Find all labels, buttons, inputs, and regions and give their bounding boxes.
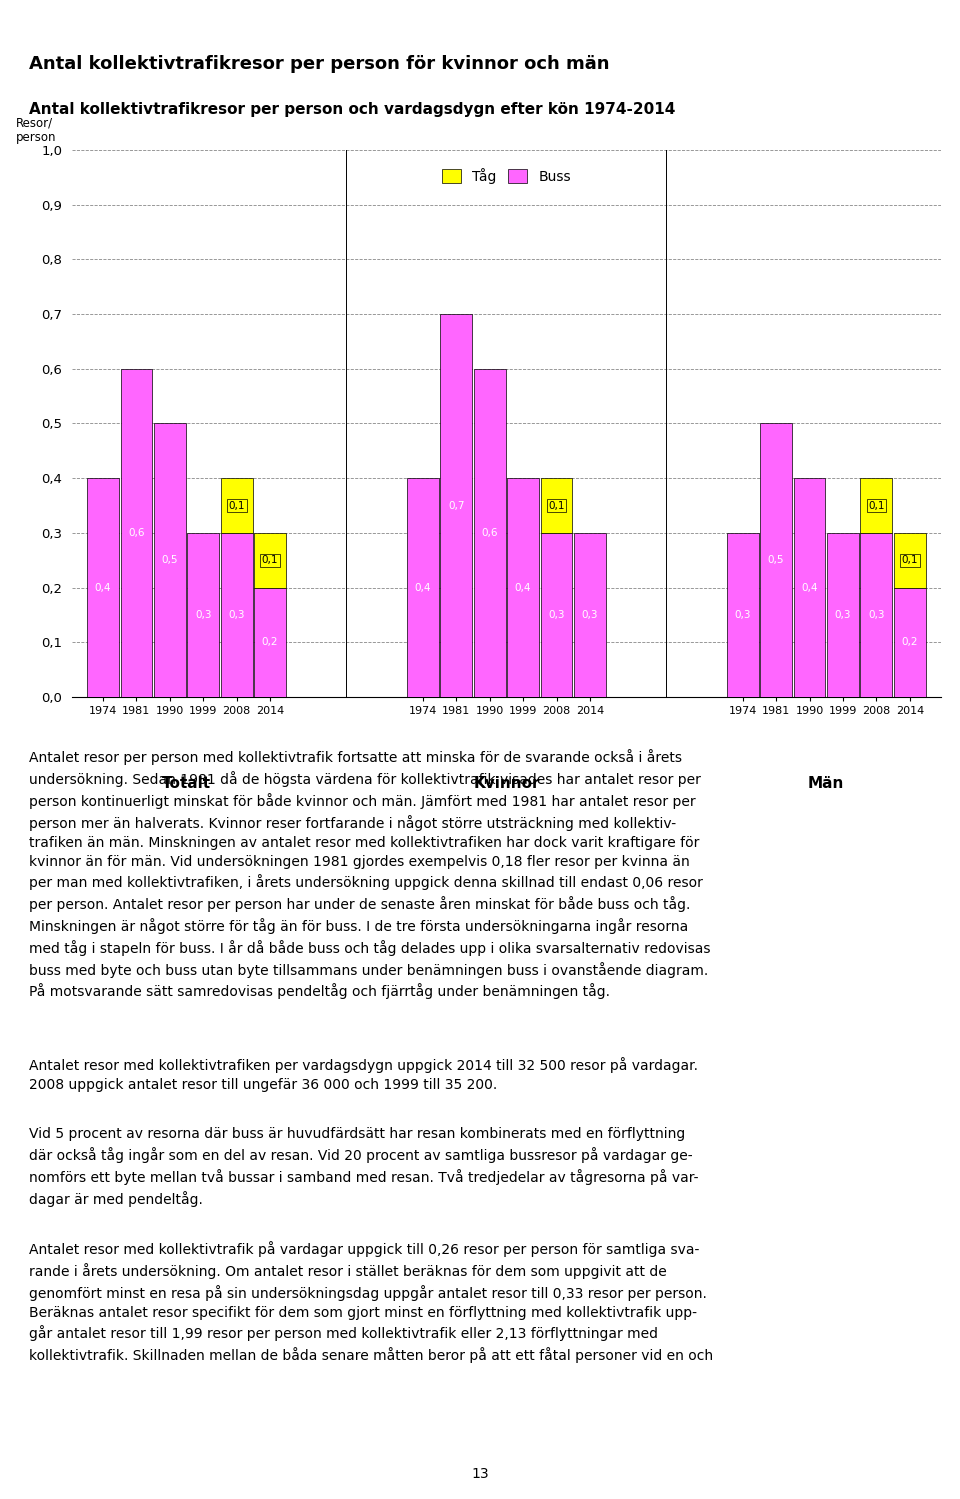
Bar — [574, 532, 606, 697]
Text: 0,3: 0,3 — [228, 610, 245, 621]
Bar — [221, 478, 252, 532]
Text: 0,3: 0,3 — [548, 610, 564, 621]
Bar — [407, 478, 439, 697]
Text: 0,3: 0,3 — [582, 610, 598, 621]
Text: 0,6: 0,6 — [129, 528, 145, 538]
Bar — [894, 588, 925, 697]
Bar — [474, 369, 506, 697]
Bar — [540, 532, 572, 697]
Bar — [894, 532, 925, 588]
Bar — [441, 313, 472, 697]
Text: 0,3: 0,3 — [834, 610, 852, 621]
Text: 0,1: 0,1 — [901, 555, 918, 565]
Bar — [760, 424, 792, 697]
Bar — [221, 532, 252, 697]
Bar — [507, 478, 539, 697]
Bar — [828, 532, 859, 697]
Text: Antal kollektivtrafikresor per person för kvinnor och män: Antal kollektivtrafikresor per person fö… — [29, 55, 610, 73]
Text: 0,5: 0,5 — [161, 555, 179, 565]
Text: 0,4: 0,4 — [95, 583, 111, 592]
Text: 0,4: 0,4 — [515, 583, 531, 592]
Text: 0,7: 0,7 — [448, 501, 465, 511]
Text: Vid 5 procent av resorna där buss är huvudfärdsätt har resan kombinerats med en : Vid 5 procent av resorna där buss är huv… — [29, 1127, 698, 1207]
Bar — [154, 424, 185, 697]
Bar — [540, 478, 572, 532]
Text: 0,1: 0,1 — [548, 501, 564, 511]
Text: Antalet resor med kollektivtrafiken per vardagsdygn uppgick 2014 till 32 500 res: Antalet resor med kollektivtrafiken per … — [29, 1057, 698, 1091]
Text: 0,1: 0,1 — [868, 501, 884, 511]
Bar — [727, 532, 758, 697]
Text: 0,3: 0,3 — [868, 610, 884, 621]
Legend: Tåg, Buss: Tåg, Buss — [436, 162, 577, 189]
Text: 0,4: 0,4 — [802, 583, 818, 592]
Text: Kvinnor: Kvinnor — [473, 776, 540, 791]
Text: 0,2: 0,2 — [262, 637, 278, 648]
Bar — [860, 532, 892, 697]
Bar — [254, 588, 286, 697]
Bar — [794, 478, 826, 697]
Text: 0,5: 0,5 — [768, 555, 784, 565]
Text: Resor/
person: Resor/ person — [15, 117, 56, 144]
Text: 0,3: 0,3 — [734, 610, 751, 621]
Text: 0,6: 0,6 — [482, 528, 498, 538]
Text: Antal kollektivtrafikresor per person och vardagsdygn efter kön 1974-2014: Antal kollektivtrafikresor per person oc… — [29, 102, 675, 117]
Bar — [187, 532, 219, 697]
Text: Antalet resor per person med kollektivtrafik fortsatte att minska för de svarand: Antalet resor per person med kollektivtr… — [29, 750, 710, 1000]
Text: Män: Män — [808, 776, 845, 791]
Text: 0,1: 0,1 — [262, 555, 278, 565]
Text: Antalet resor med kollektivtrafik på vardagar uppgick till 0,26 resor per person: Antalet resor med kollektivtrafik på var… — [29, 1241, 713, 1363]
Bar — [87, 478, 119, 697]
Text: 0,3: 0,3 — [195, 610, 211, 621]
Text: 0,2: 0,2 — [901, 637, 918, 648]
Bar — [121, 369, 153, 697]
Text: 0,1: 0,1 — [228, 501, 245, 511]
Text: 13: 13 — [471, 1468, 489, 1481]
Text: 0,4: 0,4 — [415, 583, 431, 592]
Text: Totalt: Totalt — [162, 776, 211, 791]
Bar — [254, 532, 286, 588]
Bar — [860, 478, 892, 532]
